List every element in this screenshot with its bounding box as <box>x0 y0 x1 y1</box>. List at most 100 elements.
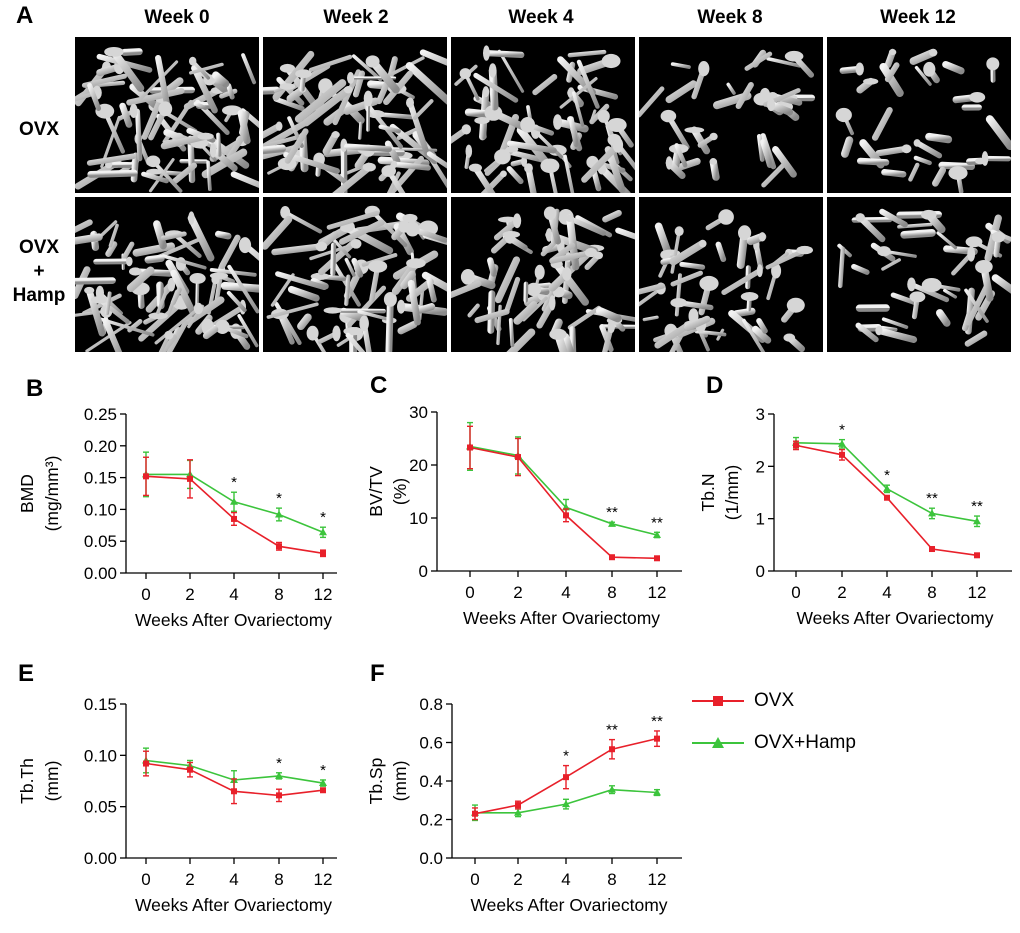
trabecula <box>581 141 622 183</box>
trabecula <box>554 330 568 352</box>
significance-marker: * <box>276 490 282 507</box>
trabecula <box>669 239 707 266</box>
bone-node <box>277 157 297 171</box>
trabecula <box>487 290 496 334</box>
bone-node <box>500 170 507 178</box>
trabecula <box>639 283 666 295</box>
microct-ovx-week-8 <box>639 37 823 193</box>
bone-node <box>756 264 763 278</box>
x-tick-label: 12 <box>648 870 667 889</box>
trabecula <box>881 258 902 271</box>
trabecula <box>932 166 947 187</box>
trabecula <box>87 82 102 111</box>
panel-a-letter: A <box>16 2 34 29</box>
bone-node <box>482 86 490 98</box>
trabecula <box>119 102 133 128</box>
trabecula <box>900 229 936 239</box>
trabecula <box>397 321 418 335</box>
trabecula <box>756 318 768 334</box>
bone-node <box>84 286 95 294</box>
bone-node <box>698 61 710 77</box>
trabecula <box>483 50 525 58</box>
bone-node <box>718 209 734 225</box>
significance-marker: * <box>231 474 237 491</box>
trabecula <box>654 222 672 257</box>
trabecula <box>732 307 756 318</box>
bone-node <box>601 53 621 69</box>
trabecula <box>925 132 953 144</box>
trabecula <box>985 115 1011 151</box>
x-tick-label: 0 <box>791 583 800 602</box>
trabecula <box>943 288 958 299</box>
data-point-hamp <box>608 519 616 527</box>
trabecula <box>294 79 347 123</box>
trabecula <box>141 94 165 140</box>
bone-node <box>562 267 572 281</box>
trabecula <box>271 243 325 256</box>
significance-marker: * <box>276 755 282 772</box>
bone-node <box>565 214 575 222</box>
trabecula <box>283 210 323 234</box>
significance-marker: * <box>839 422 845 439</box>
bone-node <box>513 213 522 229</box>
y-tick-label: 0 <box>756 562 765 581</box>
trabecula <box>765 247 807 270</box>
trabecula <box>237 313 259 348</box>
trabecula <box>284 128 309 164</box>
bone-node <box>709 158 718 165</box>
trabecula <box>191 64 218 114</box>
bone-node <box>129 103 138 118</box>
trabecula <box>141 171 169 184</box>
trabecula <box>639 86 665 118</box>
trabecula <box>407 279 421 326</box>
bone-node <box>967 246 976 262</box>
bone-node <box>740 292 759 301</box>
bone-node <box>129 267 142 276</box>
bone-node <box>526 282 542 296</box>
microct-hamp-week-8 <box>639 197 823 352</box>
trabecula <box>591 169 602 192</box>
bone-render <box>75 47 259 193</box>
y-tick-label: 0.05 <box>84 798 117 817</box>
bone-node <box>921 209 937 220</box>
column-label-week-4: Week 4 <box>508 7 574 28</box>
chart-b: B 0.00 0.05 0.10 0.15 0.20 0.25 0 2 4 8 12 Weeks Aft… <box>17 375 337 630</box>
trabecula <box>642 315 659 322</box>
bone-node <box>126 256 133 267</box>
bone-node <box>969 92 986 103</box>
bone-node <box>975 157 987 165</box>
bone-node <box>771 263 782 279</box>
data-point-hamp <box>838 439 846 447</box>
x-tick-label: 0 <box>470 870 479 889</box>
data-point-hamp <box>319 779 327 787</box>
trabecula <box>913 155 932 166</box>
trabecula <box>674 143 688 168</box>
bone-node <box>688 308 699 324</box>
microct-hamp-week-2 <box>263 197 447 352</box>
bone-node <box>465 144 473 158</box>
trabecula <box>561 333 575 352</box>
bone-node <box>877 246 891 257</box>
trabecula <box>385 295 394 352</box>
bone-node <box>215 319 230 334</box>
data-point-ovx <box>884 494 890 501</box>
trabecula <box>75 219 93 233</box>
trabecula <box>308 54 353 73</box>
data-point-ovx <box>143 473 149 480</box>
trabecula <box>276 76 305 106</box>
trabecula <box>595 306 622 323</box>
trabecula <box>497 49 525 93</box>
trabecula <box>202 325 219 340</box>
bone-node <box>158 101 173 117</box>
trabecula <box>506 166 524 185</box>
bone-node <box>738 225 752 241</box>
trabecula <box>881 317 909 329</box>
significance-marker: * <box>320 762 326 779</box>
trabecula <box>332 69 362 126</box>
x-axis-title: Weeks After Ovariectomy <box>470 895 667 915</box>
trabecula <box>726 82 736 95</box>
row-label-ovx-hamp-line-1: OVX <box>18 237 60 258</box>
microct-ovx-week-2 <box>263 37 447 193</box>
y-tick-label: 0.15 <box>84 695 117 714</box>
trabecula <box>155 236 203 260</box>
